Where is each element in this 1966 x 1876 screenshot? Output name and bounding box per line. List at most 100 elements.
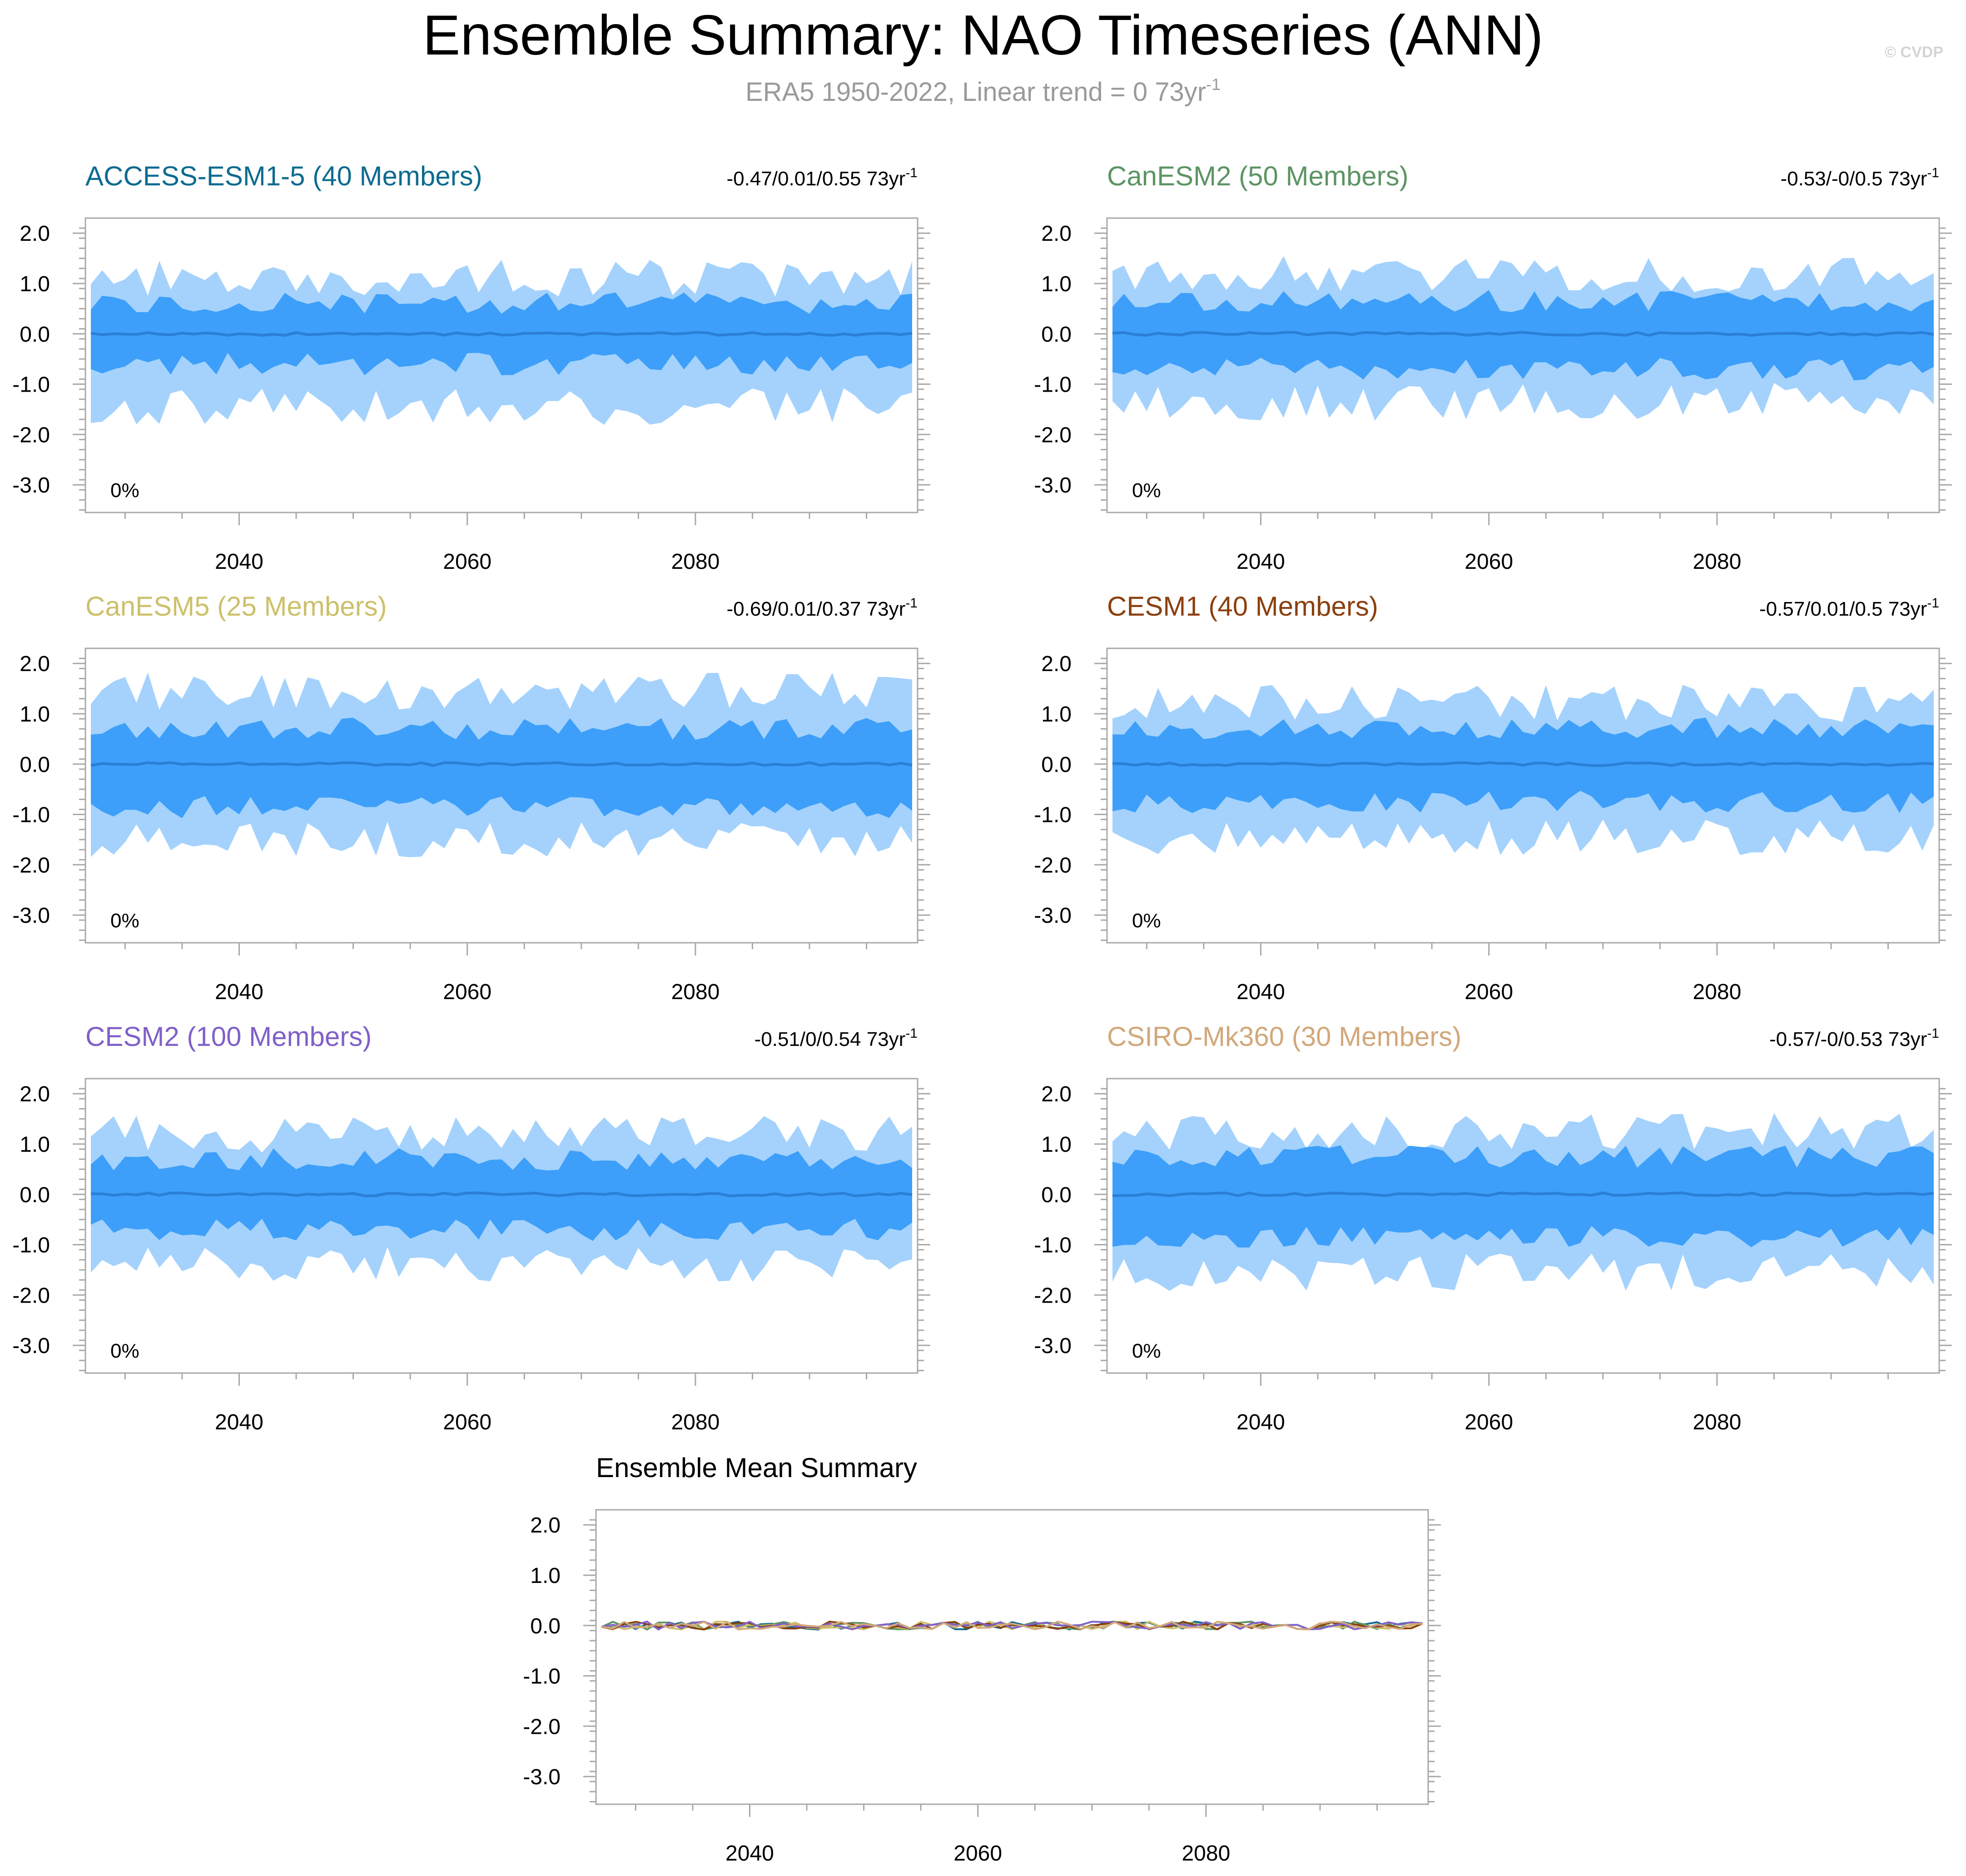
panel-stats: -0.57/0.01/0.5 73yr-1 xyxy=(1759,596,1939,620)
ensemble-mean-line xyxy=(90,1191,913,1198)
percent-annotation: 0% xyxy=(110,1340,139,1362)
x-tick-label: 2060 xyxy=(1465,550,1513,574)
stats-text: -0.57/-0/0.53 73yr xyxy=(1769,1028,1927,1050)
panel-stats: -0.69/0.01/0.37 73yr-1 xyxy=(726,596,918,620)
stats-superscript: -1 xyxy=(905,1026,918,1041)
stats-text: -0.69/0.01/0.37 73yr xyxy=(726,598,905,620)
y-tick-label: 1.0 xyxy=(20,1133,50,1157)
ensemble-mean-line xyxy=(90,761,913,767)
x-tick-label: 2040 xyxy=(215,1410,263,1434)
y-tick-label: -3.0 xyxy=(12,1334,50,1358)
percent-annotation: 0% xyxy=(110,910,139,932)
y-tick-label: 2.0 xyxy=(1041,222,1072,246)
panel-title: CanESM5 (25 Members) xyxy=(85,591,387,622)
x-tick-label: 2080 xyxy=(1182,1841,1230,1866)
y-tick-label: 1.0 xyxy=(20,702,50,727)
y-tick-label: -1.0 xyxy=(1034,803,1072,827)
plot-frame xyxy=(84,217,918,513)
stats-superscript: -1 xyxy=(1927,1026,1939,1041)
subtitle-text: ERA5 1950-2022, Linear trend = 0 73yr xyxy=(745,77,1206,107)
y-tick-label: -1.0 xyxy=(523,1665,561,1689)
y-tick-label: 0.0 xyxy=(20,753,50,777)
y-tick-label: -3.0 xyxy=(1034,473,1072,498)
stats-text: -0.53/-0/0.5 73yr xyxy=(1780,168,1927,190)
x-tick-label: 2040 xyxy=(1236,550,1285,574)
y-tick-label: 1.0 xyxy=(530,1564,561,1588)
y-tick-label: -3.0 xyxy=(1034,1334,1072,1358)
y-tick-label: -1.0 xyxy=(12,1234,50,1258)
chart-panel-4: CESM1 (40 Members) -0.57/0.01/0.5 73yr-1 0… xyxy=(1034,591,1952,1004)
ensemble-mean-line xyxy=(1112,331,1934,337)
y-tick-label: -2.0 xyxy=(1034,423,1072,447)
y-tick-label: -2.0 xyxy=(12,423,50,447)
y-tick-label: 2.0 xyxy=(1041,1082,1072,1106)
y-tick-label: 0.0 xyxy=(20,1183,50,1207)
y-tick-label: 1.0 xyxy=(1041,1133,1072,1157)
plot-frame xyxy=(1106,217,1940,513)
y-tick-label: 1.0 xyxy=(1041,702,1072,727)
y-tick-label: -3.0 xyxy=(12,473,50,498)
panel-title: CanESM2 (50 Members) xyxy=(1107,161,1409,191)
band-10-90 xyxy=(91,717,912,818)
plot-frame xyxy=(84,1078,918,1374)
y-tick-label: -2.0 xyxy=(1034,1284,1072,1308)
x-tick-label: 2040 xyxy=(1236,1410,1285,1434)
y-tick-label: 2.0 xyxy=(20,652,50,676)
percent-annotation: 0% xyxy=(110,479,139,502)
panel-title: Ensemble Mean Summary xyxy=(596,1453,917,1483)
panel-title: CESM1 (40 Members) xyxy=(1107,591,1378,622)
x-tick-label: 2040 xyxy=(1236,980,1285,1004)
stats-text: -0.57/0.01/0.5 73yr xyxy=(1759,598,1927,620)
stats-superscript: -1 xyxy=(905,165,918,180)
y-tick-label: 0.0 xyxy=(1041,1183,1072,1207)
panel-title: CESM2 (100 Members) xyxy=(85,1021,372,1052)
x-tick-label: 2040 xyxy=(215,550,263,574)
panel-stats: -0.47/0.01/0.55 73yr-1 xyxy=(726,165,918,190)
panel-title: ACCESS-ESM1-5 (40 Members) xyxy=(85,161,482,191)
y-tick-label: -2.0 xyxy=(523,1715,561,1739)
y-tick-label: 0.0 xyxy=(1041,323,1072,347)
x-tick-label: 2080 xyxy=(671,1410,720,1434)
stats-text: -0.51/0/0.54 73yr xyxy=(755,1028,906,1050)
x-tick-label: 2080 xyxy=(1693,1410,1741,1434)
band-10-90 xyxy=(1112,1145,1934,1248)
plot-frame xyxy=(84,647,918,944)
x-tick-label: 2060 xyxy=(443,550,492,574)
y-tick-label: -3.0 xyxy=(523,1765,561,1789)
y-tick-label: -3.0 xyxy=(12,904,50,928)
y-tick-label: -2.0 xyxy=(12,853,50,877)
x-tick-label: 2040 xyxy=(215,980,263,1004)
plot-frame xyxy=(1106,1078,1940,1374)
x-tick-label: 2040 xyxy=(725,1841,774,1866)
subtitle-superscript: -1 xyxy=(1206,75,1221,94)
panel-stats: -0.53/-0/0.5 73yr-1 xyxy=(1780,165,1939,190)
y-tick-label: 0.0 xyxy=(20,323,50,347)
percent-annotation: 0% xyxy=(1132,479,1161,502)
y-tick-label: -1.0 xyxy=(1034,1234,1072,1258)
percent-annotation: 0% xyxy=(1132,1340,1161,1362)
y-tick-label: -2.0 xyxy=(1034,853,1072,877)
y-tick-label: 0.0 xyxy=(1041,753,1072,777)
y-tick-label: -2.0 xyxy=(12,1284,50,1308)
y-tick-label: -1.0 xyxy=(12,803,50,827)
chart-panel-3: CanESM5 (25 Members) -0.69/0.01/0.37 73yr… xyxy=(12,591,930,1004)
x-tick-label: 2080 xyxy=(1693,550,1741,574)
panel-stats: -0.51/0/0.54 73yr-1 xyxy=(755,1026,918,1050)
y-tick-label: 2.0 xyxy=(530,1513,561,1538)
x-tick-label: 2060 xyxy=(1465,980,1513,1004)
y-tick-label: -3.0 xyxy=(1034,904,1072,928)
mean-line-csiro-mk360 xyxy=(601,1620,1423,1631)
chart-panel-5: CESM2 (100 Members) -0.51/0/0.54 73yr-1 0%… xyxy=(12,1021,930,1434)
figure-title: Ensemble Summary: NAO Timeseries (ANN) xyxy=(423,4,1544,67)
ensemble-mean-line xyxy=(90,331,913,337)
percent-annotation: 0% xyxy=(1132,910,1161,932)
stats-superscript: -1 xyxy=(1927,596,1939,611)
y-tick-label: 2.0 xyxy=(20,1082,50,1106)
x-tick-label: 2060 xyxy=(953,1841,1002,1866)
stats-text: -0.47/0.01/0.55 73yr xyxy=(726,168,905,190)
x-tick-label: 2080 xyxy=(671,550,720,574)
plot-frame xyxy=(595,1509,1429,1805)
chart-panel-1: ACCESS-ESM1-5 (40 Members) -0.47/0.01/0.5… xyxy=(12,161,930,574)
x-tick-label: 2060 xyxy=(443,980,492,1004)
